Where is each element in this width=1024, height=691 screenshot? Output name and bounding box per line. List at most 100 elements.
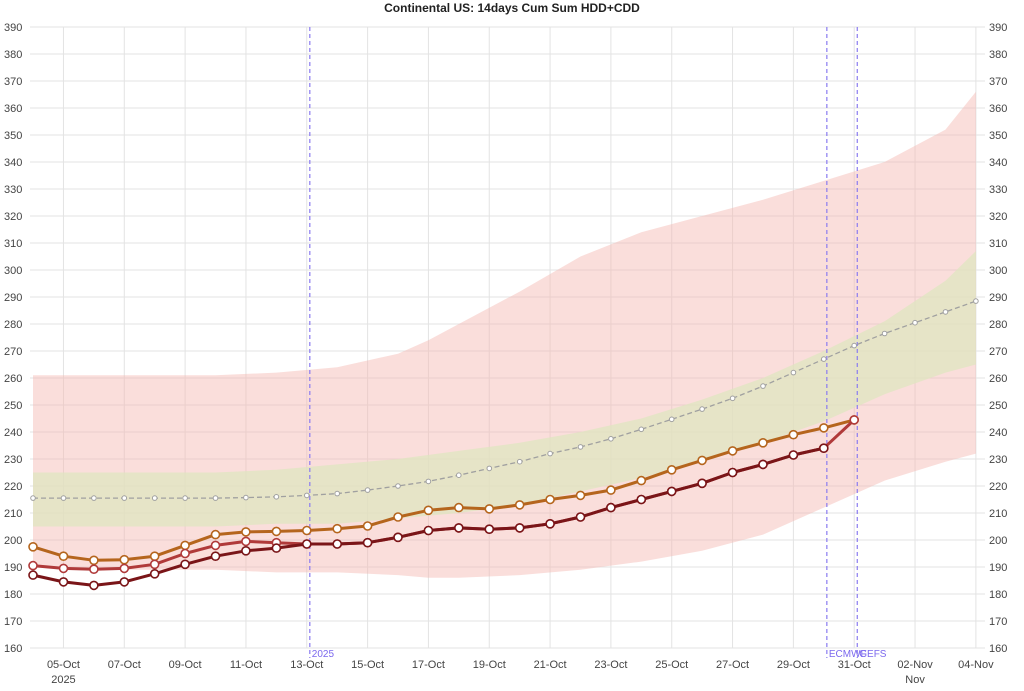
data-point	[697, 455, 707, 466]
y-tick-label-right: 240	[989, 427, 1007, 439]
data-point	[332, 523, 343, 534]
data-point	[149, 559, 160, 570]
y-tick-label-right: 160	[989, 643, 1007, 655]
x-axis: 05-Oct 2025 07-Oct 09-Oct 11-Oct 13-Oct 15-Oct…	[47, 659, 994, 686]
ensemble-bands	[33, 91, 976, 578]
x-tick-label: 17-Oct	[412, 659, 445, 671]
data-point	[91, 495, 97, 501]
data-point	[942, 309, 949, 315]
x-tick-label: 09-Oct	[169, 659, 202, 671]
data-point	[760, 383, 766, 389]
y-tick-label-right: 270	[989, 346, 1007, 358]
data-point	[243, 494, 249, 501]
y-tick-label-left: 330	[4, 184, 22, 196]
x-tick-label: 27-Oct	[716, 659, 749, 671]
y-tick-label-left: 210	[4, 508, 22, 520]
x-tick-label: 31-Oct	[838, 659, 871, 671]
data-point	[516, 458, 523, 465]
data-point	[119, 563, 130, 574]
data-point	[241, 536, 251, 547]
data-point	[58, 577, 69, 587]
data-point	[151, 495, 158, 501]
y-tick-label-right: 200	[989, 535, 1007, 547]
y-tick-label-left: 270	[4, 346, 22, 358]
data-point	[393, 512, 403, 522]
y-tick-label-left: 380	[4, 49, 22, 61]
data-point	[210, 529, 221, 540]
y-tick-label-right: 280	[989, 319, 1007, 331]
data-point	[273, 494, 280, 500]
y-tick-label-right: 370	[989, 76, 1007, 88]
data-point	[395, 483, 401, 489]
data-point	[334, 490, 341, 497]
data-point	[271, 543, 282, 553]
data-point	[758, 459, 768, 470]
data-point	[636, 475, 647, 486]
y-tick-label-left: 230	[4, 454, 22, 466]
data-point	[89, 555, 99, 566]
data-point	[638, 426, 645, 433]
x-tick-label: 11-Oct	[230, 659, 262, 671]
data-point	[788, 450, 799, 460]
y-tick-label-left: 250	[4, 400, 22, 412]
x-tick-label: 19-Oct	[473, 659, 506, 671]
data-point	[788, 429, 799, 440]
data-point	[28, 541, 38, 552]
data-point	[332, 539, 343, 549]
data-point	[727, 467, 738, 478]
y-tick-label-left: 300	[4, 265, 22, 277]
x-tick-label: 05-Oct	[47, 659, 80, 671]
y-tick-label-right: 180	[989, 589, 1007, 601]
data-point	[180, 540, 190, 551]
x-tick-label: 07-Oct	[108, 659, 141, 671]
data-point	[666, 486, 677, 497]
series-line	[32, 418, 855, 562]
ensemble-band	[33, 251, 976, 527]
y-axis-right: 160 170 180 190 200 210 220 230 240 250 260 270 280 2…	[989, 22, 1007, 655]
data-point	[486, 465, 493, 472]
y-tick-label-left: 290	[4, 292, 22, 304]
forecast-marker-label: 2025	[312, 649, 335, 660]
data-point	[210, 540, 221, 551]
data-point	[149, 551, 160, 562]
data-point	[849, 415, 860, 425]
data-point	[697, 478, 707, 489]
y-tick-label-right: 390	[989, 22, 1007, 34]
data-point	[28, 560, 38, 571]
data-point	[666, 464, 677, 475]
data-point	[121, 495, 128, 501]
data-point	[58, 551, 69, 562]
data-point	[912, 319, 918, 326]
data-point	[241, 545, 251, 556]
y-tick-label-left: 340	[4, 157, 22, 169]
y-tick-label-left: 370	[4, 76, 22, 88]
data-point	[149, 568, 160, 579]
data-point	[362, 521, 373, 531]
data-point	[304, 492, 310, 499]
y-tick-label-left: 240	[4, 427, 22, 439]
data-point	[636, 494, 647, 505]
y-tick-label-left: 310	[4, 238, 22, 250]
y-tick-label-left: 200	[4, 535, 22, 547]
data-point	[241, 527, 251, 537]
y-tick-label-left: 320	[4, 211, 22, 223]
data-point	[851, 342, 858, 349]
data-point	[119, 554, 130, 565]
data-point	[425, 478, 432, 485]
data-point	[393, 532, 403, 543]
data-point	[210, 551, 221, 562]
data-point	[30, 495, 36, 501]
x-tick-label: 25-Oct	[655, 659, 688, 671]
y-tick-label-right: 300	[989, 265, 1007, 277]
data-point	[818, 443, 829, 454]
y-tick-label-right: 310	[989, 238, 1007, 250]
forecast-marker-label: GEFS	[859, 649, 887, 660]
data-point	[58, 563, 69, 574]
y-tick-label-left: 360	[4, 103, 22, 115]
data-point	[606, 502, 616, 513]
data-point	[456, 472, 462, 479]
data-point	[545, 494, 555, 505]
x-tick-label: 29-Oct	[777, 659, 810, 671]
